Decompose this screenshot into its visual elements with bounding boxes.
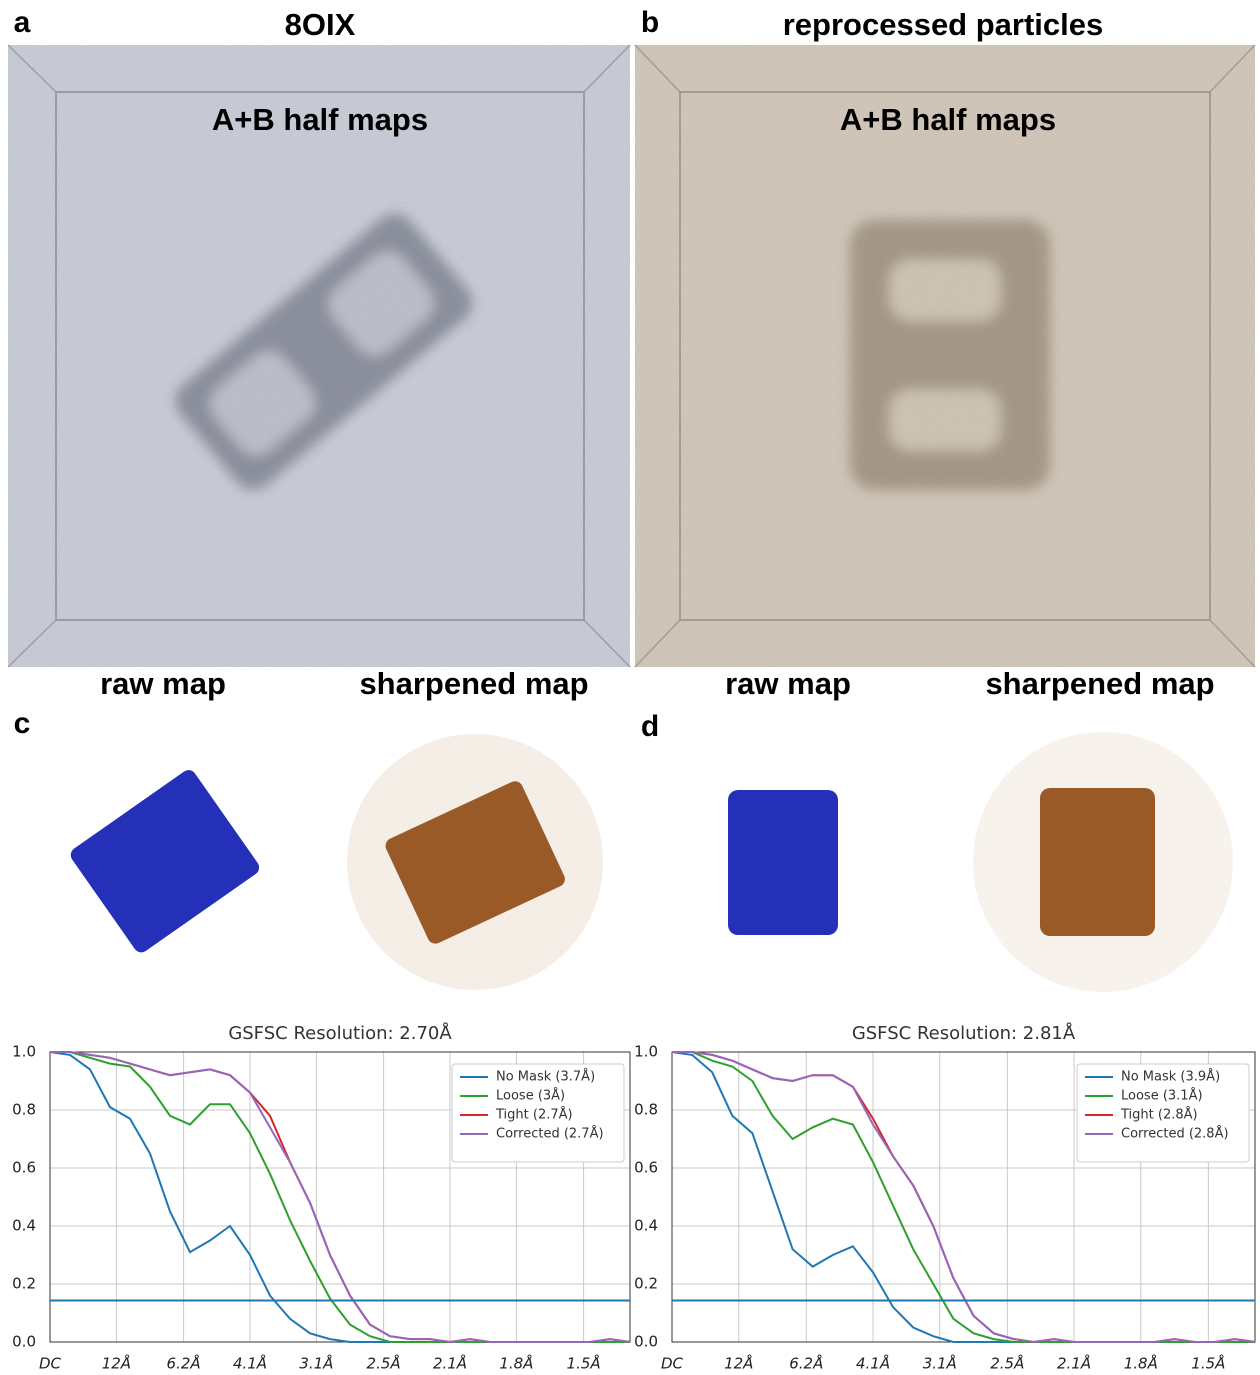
x-tick-label: 3.1Å (299, 1354, 333, 1373)
map-label: sharpened map (985, 666, 1214, 701)
x-tick-label: 2.1Å (1057, 1354, 1091, 1373)
legend-label: No Mask (3.9Å) (1121, 1069, 1220, 1085)
x-tick-label: 4.1Å (856, 1354, 890, 1373)
x-tick-label: 2.1Å (433, 1354, 467, 1373)
legend-label: Corrected (2.8Å) (1121, 1126, 1229, 1142)
legend-label: Corrected (2.7Å) (496, 1126, 604, 1142)
y-tick-label: 0.2 (12, 1275, 36, 1293)
x-tick-label: 1.5Å (1191, 1354, 1225, 1373)
x-tick-label: 1.8Å (1124, 1354, 1158, 1373)
y-tick-label: 1.0 (634, 1043, 658, 1061)
x-tick-label: 3.1Å (923, 1354, 957, 1373)
legend-label: No Mask (3.7Å) (496, 1069, 595, 1085)
chart-title: GSFSC Resolution: 2.81Å (852, 1022, 1076, 1044)
density-renders (68, 732, 1233, 992)
x-tick-label: 2.5Å (990, 1354, 1024, 1373)
y-tick-label: 0.8 (12, 1101, 36, 1119)
x-tick-label: 1.5Å (567, 1354, 601, 1373)
figure: a 8OIX A+B half maps b reprocessed parti… (0, 0, 1260, 1375)
panel-label: b (641, 6, 659, 39)
legend-label: Tight (2.7Å) (495, 1107, 573, 1123)
map-caption: A+B half maps (840, 102, 1056, 137)
x-tick-label: 6.2Å (167, 1354, 201, 1373)
map-caption: A+B half maps (212, 102, 428, 137)
x-tick-label: 4.1Å (233, 1354, 267, 1373)
map-label: raw map (725, 666, 851, 701)
x-tick-label: 12Å (724, 1354, 753, 1373)
x-tick-label: 6.2Å (789, 1354, 823, 1373)
y-tick-label: 0.8 (634, 1101, 658, 1119)
x-tick-label: 1.8Å (499, 1354, 533, 1373)
x-tick-label: 2.5Å (367, 1354, 401, 1373)
y-tick-label: 0.2 (634, 1275, 658, 1293)
legend-label: Tight (2.8Å) (1120, 1107, 1198, 1123)
legend-label: Loose (3Å) (496, 1088, 565, 1104)
map-image-b (635, 45, 1255, 667)
panel-title: reprocessed particles (783, 7, 1104, 42)
map-image-a (8, 45, 630, 667)
y-tick-label: 0.4 (12, 1217, 36, 1235)
map-label: sharpened map (359, 666, 588, 701)
y-tick-label: 0.0 (634, 1333, 658, 1351)
y-tick-label: 0.6 (12, 1159, 36, 1177)
panel-title: 8OIX (285, 7, 356, 42)
legend-label: Loose (3.1Å) (1121, 1088, 1203, 1104)
map-label: raw map (100, 666, 226, 701)
y-tick-label: 1.0 (12, 1043, 36, 1061)
x-tick-label: DC (661, 1355, 684, 1373)
panel-label: a (14, 6, 31, 39)
x-tick-label: 12Å (102, 1354, 131, 1373)
y-tick-label: 0.0 (12, 1333, 36, 1351)
panel-label: c (14, 707, 31, 740)
y-tick-label: 0.6 (634, 1159, 658, 1177)
y-tick-label: 0.4 (634, 1217, 658, 1235)
panel-label: d (641, 710, 659, 743)
x-tick-label: DC (39, 1355, 62, 1373)
chart-title: GSFSC Resolution: 2.70Å (228, 1022, 452, 1044)
